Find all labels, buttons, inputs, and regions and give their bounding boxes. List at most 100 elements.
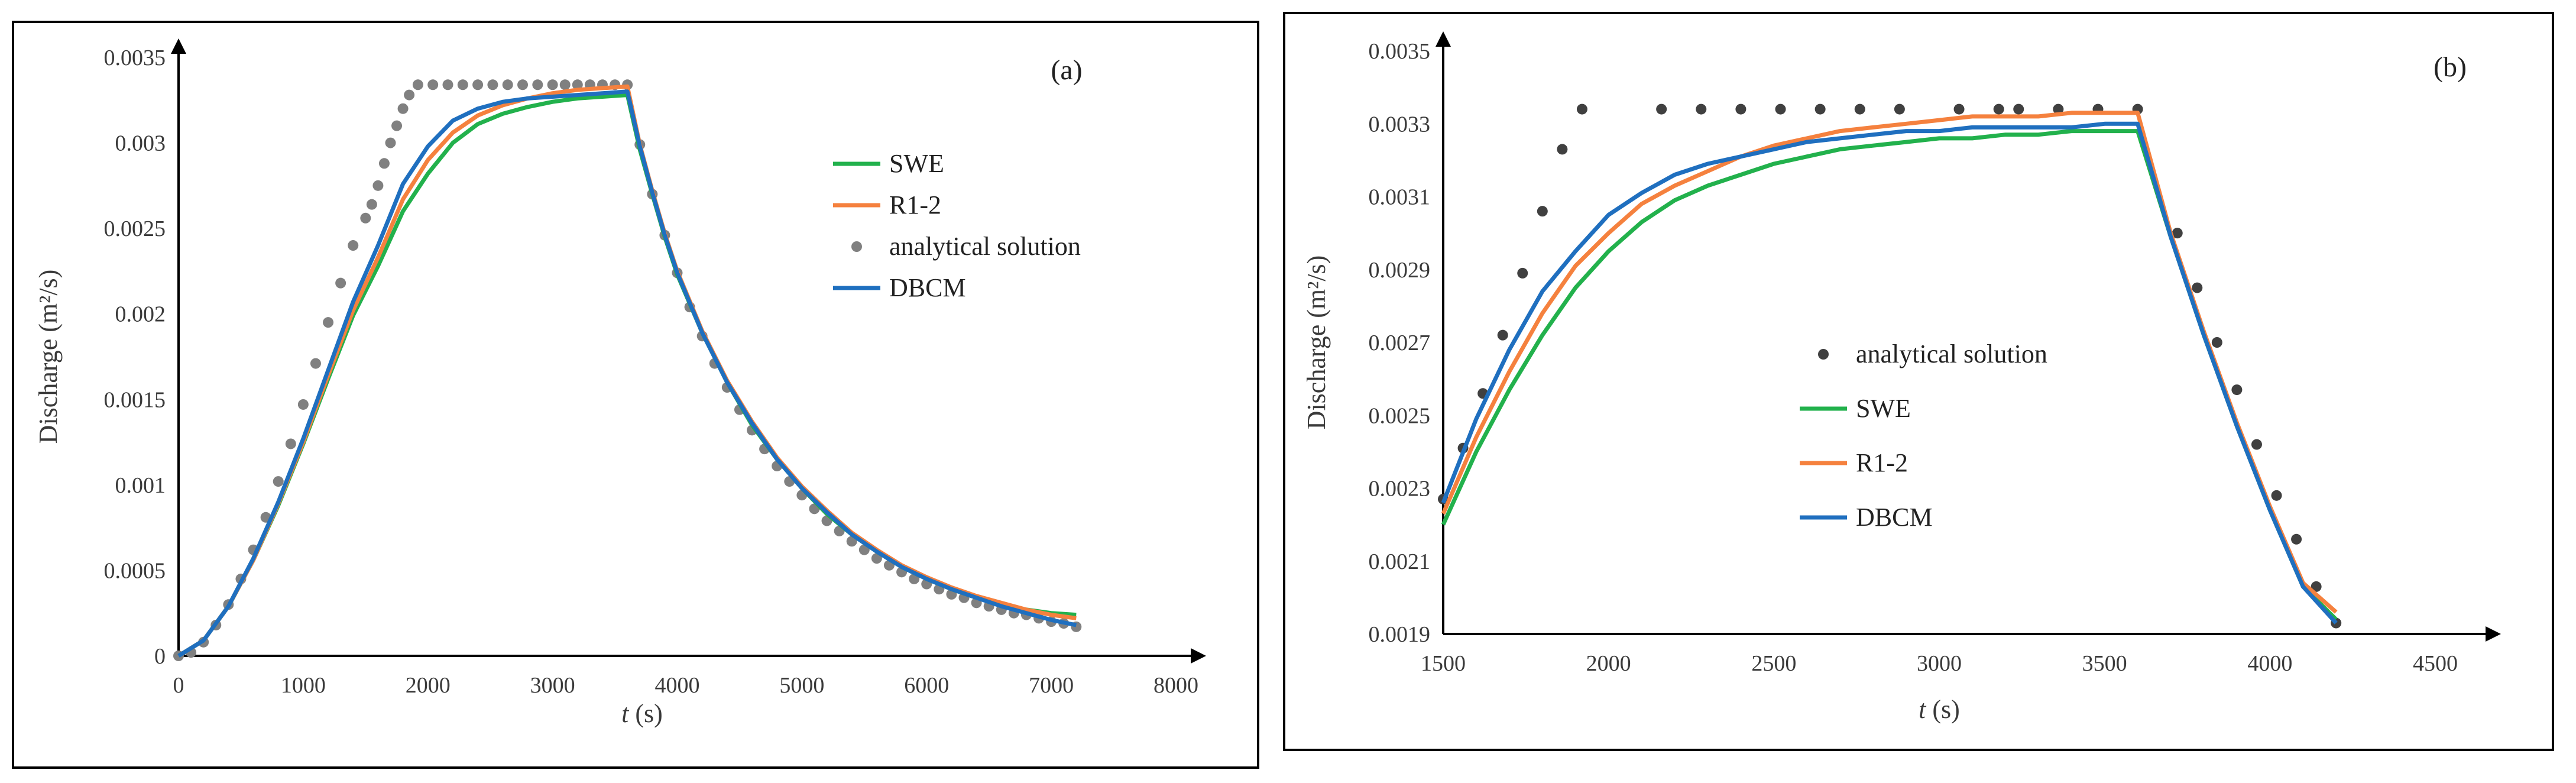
x-tick-label: 0 xyxy=(173,673,184,698)
data-point-analytical-solution xyxy=(1814,103,1826,115)
legend-marker-analytical-solution xyxy=(1818,349,1829,360)
data-point-analytical-solution xyxy=(442,79,453,90)
x-tick-label: 8000 xyxy=(1153,673,1198,698)
x-axis-arrow-icon xyxy=(2486,626,2501,642)
series-dbcm xyxy=(1441,121,2338,625)
data-point-analytical-solution xyxy=(2271,490,2282,501)
x-tick-label: 1500 xyxy=(1421,651,1466,676)
data-point-analytical-solution xyxy=(372,180,384,191)
legend-label-analytical-solution: analytical solution xyxy=(889,232,1081,261)
y-tick-label: 0.001 xyxy=(115,473,166,498)
data-point-analytical-solution xyxy=(2291,533,2302,545)
data-point-analytical-solution xyxy=(391,120,403,131)
x-tick-label: 2500 xyxy=(1751,651,1796,676)
data-point-analytical-solution xyxy=(385,137,396,148)
x-tick-label: 4000 xyxy=(2247,651,2292,676)
series-line-dbcm xyxy=(177,89,1077,658)
y-tick-label: 0.0005 xyxy=(104,558,166,583)
legend-label-swe: SWE xyxy=(889,149,944,178)
legend-label-swe: SWE xyxy=(1856,394,1911,423)
data-point-analytical-solution xyxy=(1656,103,1667,115)
series-analytical-solution xyxy=(173,79,1082,661)
data-point-analytical-solution xyxy=(1894,103,1905,115)
series-analytical-solution xyxy=(1438,103,2342,629)
x-tick-label: 2000 xyxy=(1586,651,1631,676)
legend-label-dbcm: DBCM xyxy=(889,273,966,302)
data-point-analytical-solution xyxy=(1517,267,1528,279)
data-point-analytical-solution xyxy=(2231,384,2243,396)
x-tick-label: 7000 xyxy=(1029,673,1074,698)
y-axis-arrow-icon xyxy=(1436,31,1451,47)
data-point-analytical-solution xyxy=(1557,144,1568,155)
x-tick-label: 3000 xyxy=(530,673,575,698)
panel-label: (a) xyxy=(1051,54,1082,86)
data-point-analytical-solution xyxy=(273,476,284,487)
data-point-analytical-solution xyxy=(2013,103,2024,115)
y-axis-title: Discharge (m²/s) xyxy=(1302,255,1331,430)
data-point-analytical-solution xyxy=(572,79,583,90)
x-tick-label: 4000 xyxy=(655,673,700,698)
data-point-analytical-solution xyxy=(297,399,309,410)
data-point-analytical-solution xyxy=(487,79,498,90)
x-tick-label: 3000 xyxy=(1917,651,1962,676)
legend-label-dbcm: DBCM xyxy=(1856,503,1933,532)
data-point-analytical-solution xyxy=(335,277,346,289)
x-axis-title: t (s) xyxy=(621,699,663,728)
data-point-analytical-solution xyxy=(404,89,415,101)
y-tick-label: 0.0023 xyxy=(1369,477,1431,501)
series-swe xyxy=(177,93,1077,658)
data-point-analytical-solution xyxy=(2251,439,2262,450)
data-point-analytical-solution xyxy=(2192,282,2203,293)
data-point-analytical-solution xyxy=(1537,206,1548,217)
y-tick-label: 0.0021 xyxy=(1369,549,1431,574)
data-point-analytical-solution xyxy=(285,438,296,449)
x-tick-label: 6000 xyxy=(904,673,949,698)
data-point-analytical-solution xyxy=(871,553,882,564)
y-tick-label: 0.0029 xyxy=(1369,258,1431,283)
x-tick-label: 3500 xyxy=(2082,651,2127,676)
x-tick-label: 4500 xyxy=(2413,651,2458,676)
x-axis-title-variable: t xyxy=(1919,695,1927,724)
data-point-analytical-solution xyxy=(1497,329,1508,341)
data-point-analytical-solution xyxy=(472,79,484,90)
x-axis-arrow-icon xyxy=(1191,648,1206,664)
series-swe xyxy=(1441,129,2338,621)
series-line-dbcm xyxy=(1441,121,2338,625)
data-point-analytical-solution xyxy=(1953,103,1965,115)
y-tick-label: 0.0015 xyxy=(104,387,166,412)
y-tick-label: 0.0031 xyxy=(1369,185,1431,210)
y-tick-label: 0.0025 xyxy=(1369,403,1431,428)
data-point-analytical-solution xyxy=(323,317,334,328)
data-point-analytical-solution xyxy=(366,199,377,210)
data-point-analytical-solution xyxy=(1854,103,1865,115)
chart-a-svg: 0 1000 2000 3000 4000 5000 6000 7000 8000 0 0.0005… xyxy=(34,38,1206,728)
chart-b-svg: 1500 2000 2500 3000 3500 4000 4500 0.0019 0.0021… xyxy=(1302,31,2501,724)
data-point-analytical-solution xyxy=(360,212,371,224)
x-axis-title-variable: t xyxy=(621,699,630,728)
data-point-analytical-solution xyxy=(348,240,359,251)
x-tick-label: 1000 xyxy=(281,673,326,698)
chart-panel-b: 1500 2000 2500 3000 3500 4000 4500 0.0019 0.0021… xyxy=(1283,12,2554,751)
y-tick-label: 0.0035 xyxy=(1369,39,1431,64)
x-axis-title-unit: (s) xyxy=(628,699,662,728)
legend-label-r1-2: R1-2 xyxy=(889,190,941,219)
y-tick-label: 0.0025 xyxy=(104,216,166,241)
data-point-analytical-solution xyxy=(1993,103,2004,115)
panel-label: (b) xyxy=(2434,51,2467,83)
series-dbcm xyxy=(177,89,1077,658)
data-point-analytical-solution xyxy=(1775,103,1786,115)
y-tick-label: 0.002 xyxy=(115,302,166,327)
legend-label-r1-2: R1-2 xyxy=(1856,448,1908,477)
series-line-swe xyxy=(177,93,1077,658)
data-point-analytical-solution xyxy=(2211,337,2222,348)
data-point-analytical-solution xyxy=(378,158,390,169)
data-point-analytical-solution xyxy=(547,79,558,90)
x-axis-title-unit: (s) xyxy=(1926,695,1959,724)
data-point-analytical-solution xyxy=(559,79,571,90)
y-tick-label: 0.003 xyxy=(115,131,166,156)
data-point-analytical-solution xyxy=(310,358,321,369)
data-point-analytical-solution xyxy=(1576,103,1587,115)
data-point-analytical-solution xyxy=(1735,103,1747,115)
x-tick-label: 5000 xyxy=(779,673,824,698)
y-tick-label: 0 xyxy=(154,644,166,669)
